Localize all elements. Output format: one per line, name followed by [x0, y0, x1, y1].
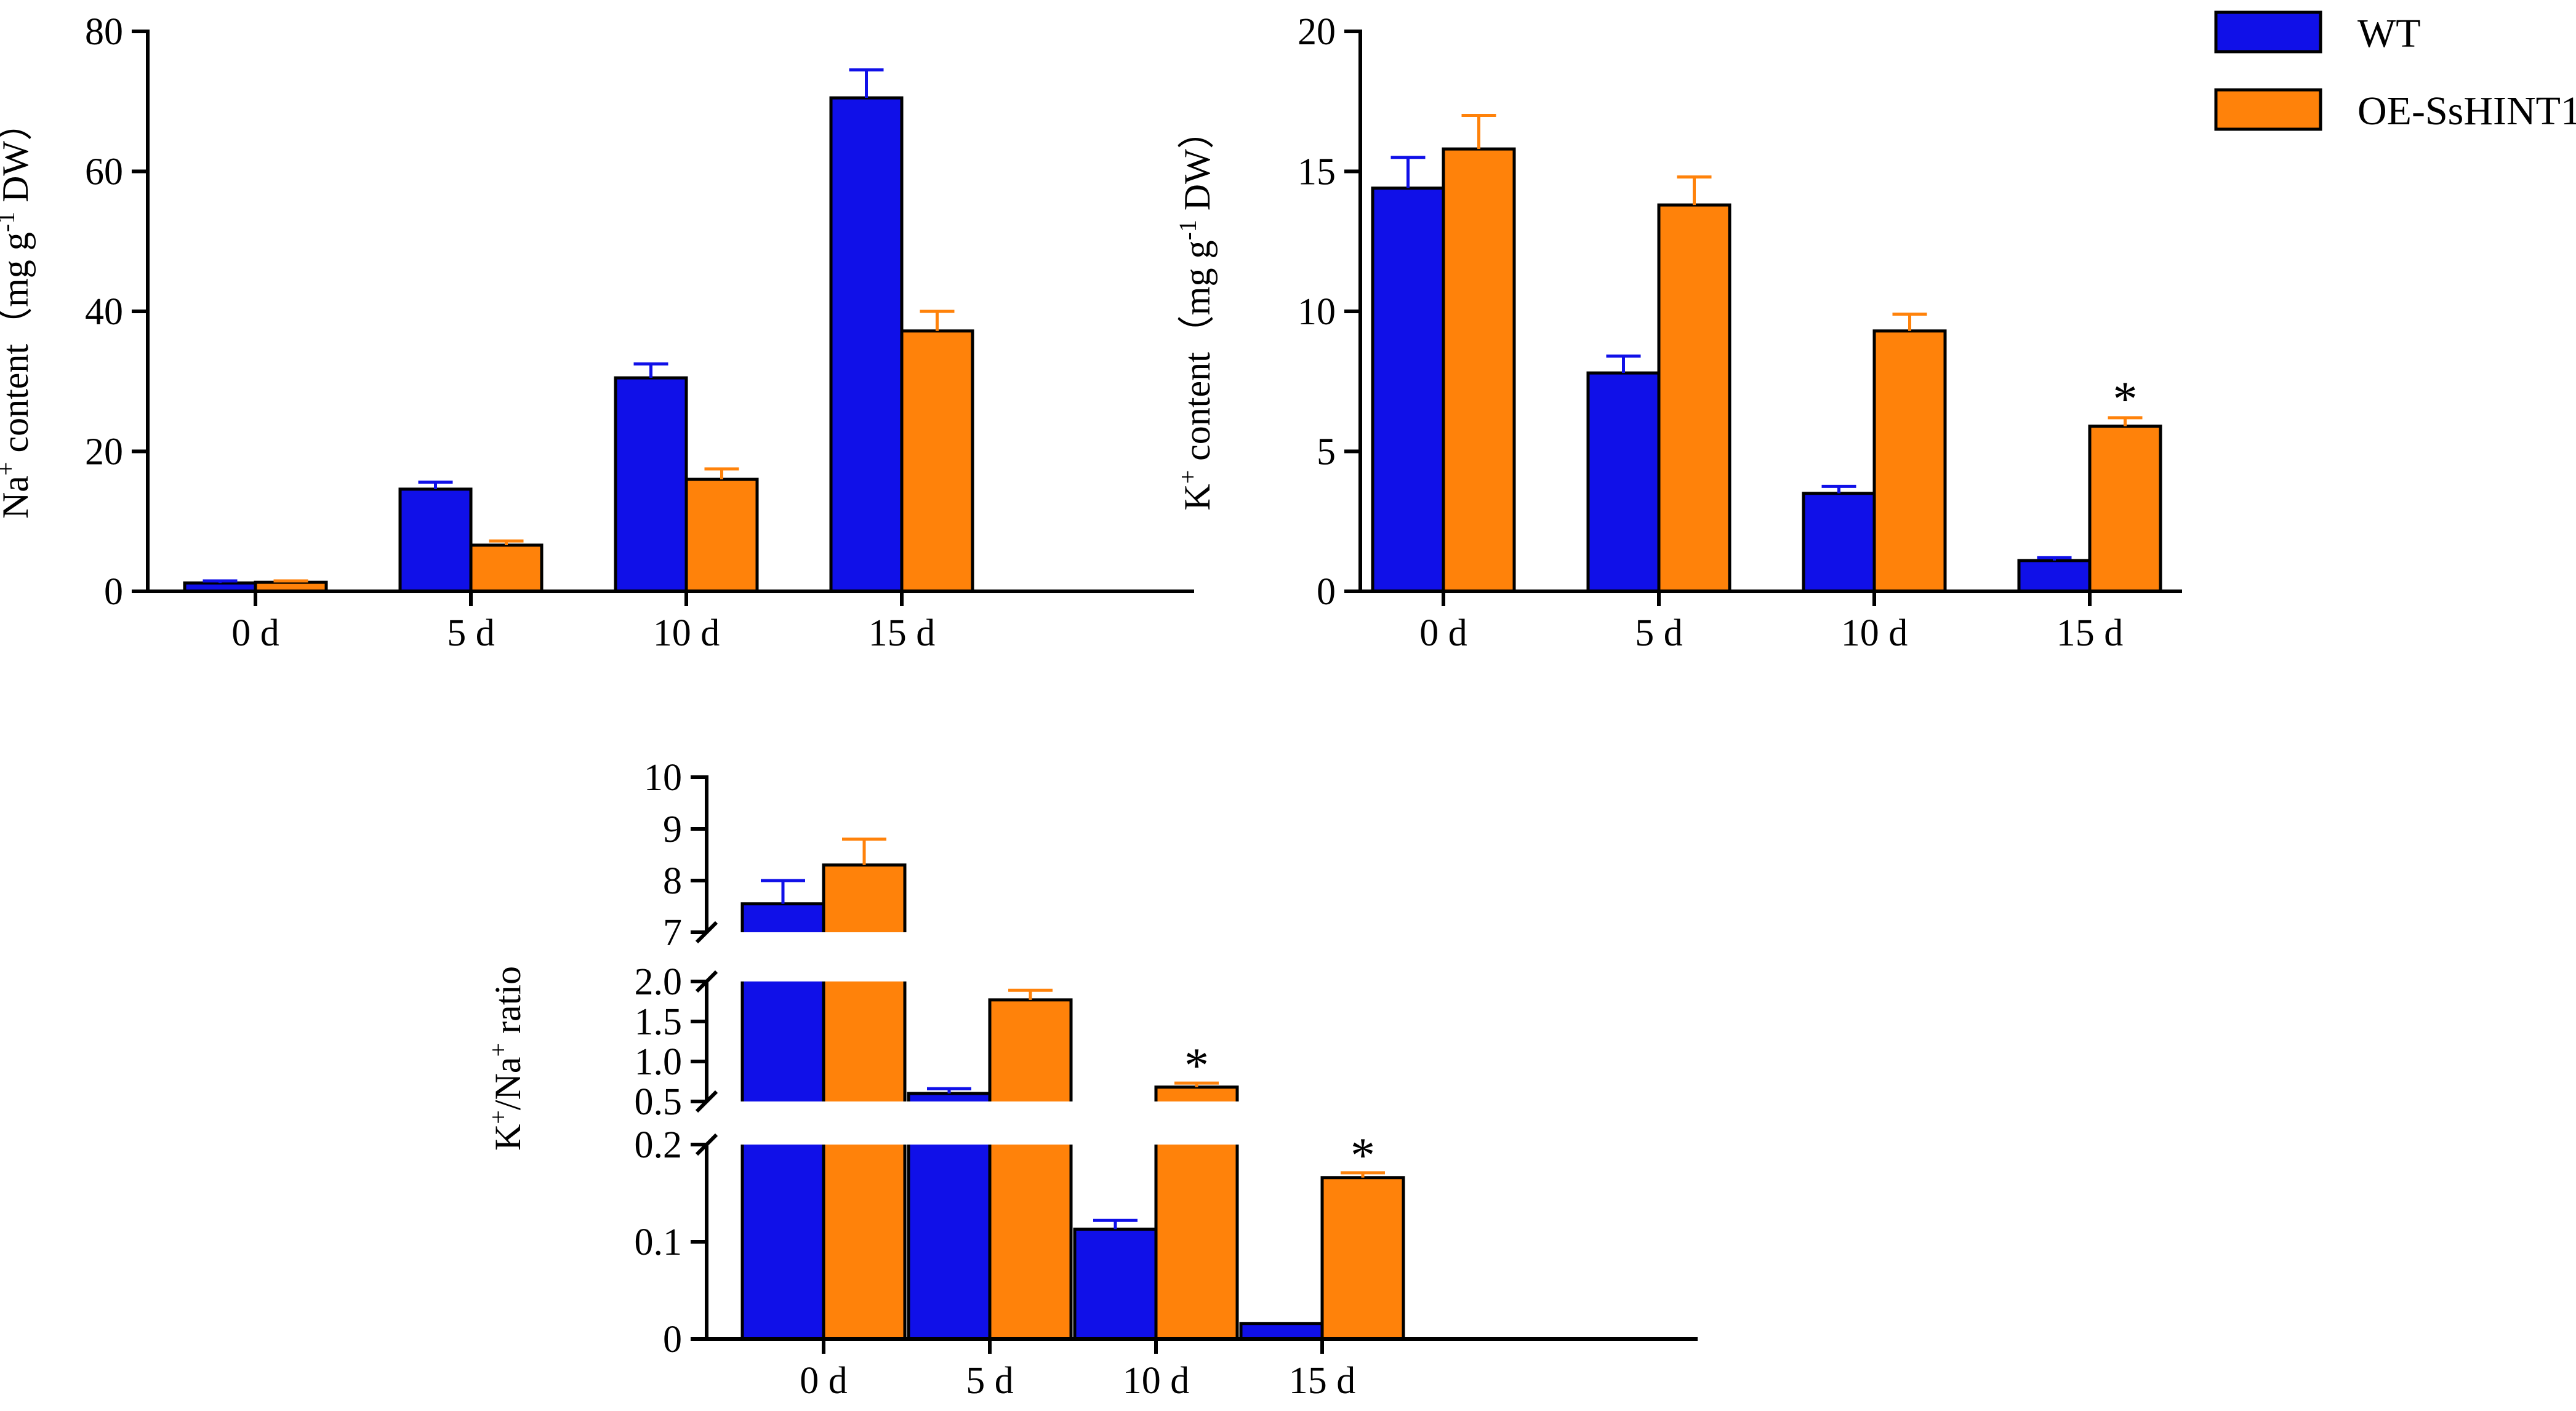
y-axis-label-main: K — [1177, 484, 1218, 510]
y-axis-label: K+/Na+ ratio — [484, 966, 529, 1151]
x-tick-label: 10 d — [1123, 1360, 1190, 1402]
bar-wt-0d-segment — [742, 981, 824, 1101]
significance-star: * — [2113, 372, 2138, 426]
y-axis-label-sup2: + — [484, 1043, 512, 1057]
bar-oe-sshint1-10d — [1872, 329, 1947, 593]
significance-star: * — [1350, 1129, 1375, 1183]
x-tick-label: 15 d — [869, 612, 936, 654]
y-axis-label-end: ratio — [488, 966, 528, 1043]
y-tick-label: 20 — [85, 431, 123, 473]
y-axis-label-sup: + — [484, 1110, 512, 1124]
y-tick-label: 10 — [644, 757, 682, 799]
bar-oe-sshint1-15d — [2088, 425, 2162, 593]
bar-oe-sshint1-10d-segment — [1156, 1087, 1237, 1101]
legend-swatch-oe — [2214, 88, 2322, 131]
bar-oe-sshint1-0d — [1442, 147, 1516, 593]
x-tick-label: 10 d — [1841, 612, 1908, 654]
x-tick-label: 0 d — [800, 1360, 848, 1402]
bar-wt-10d — [614, 376, 688, 593]
y-axis-label-rest: content（mg g — [1177, 241, 1218, 470]
y-tick-label: 1.5 — [635, 1001, 683, 1043]
legend-label-oe: OE-SsHINT1 — [2357, 89, 2576, 134]
y-tick-label: 0 — [663, 1319, 682, 1361]
y-axis-label-main: K — [488, 1124, 528, 1151]
y-tick-label: 0 — [1317, 571, 1336, 613]
x-tick-label: 10 d — [653, 612, 720, 654]
y-tick-label: 1.0 — [635, 1041, 683, 1083]
y-axis-label-main: Na — [0, 476, 36, 519]
y-axis-label-end: DW） — [0, 104, 36, 212]
legend: WT OE-SsHINT1 — [2214, 10, 2576, 134]
bar-wt-15d — [829, 96, 904, 593]
bar-wt-15d — [2017, 559, 2092, 593]
x-tick-label: 0 d — [1419, 612, 1467, 654]
bar-oe-sshint1-15d — [900, 329, 974, 593]
y-tick-label: 5 — [1317, 431, 1336, 473]
x-tick-label: 15 d — [2056, 612, 2124, 654]
x-tick-label: 0 d — [231, 612, 279, 654]
axis-break-mark — [695, 970, 718, 993]
legend-label-wt: WT — [2357, 11, 2421, 56]
y-axis-label-sup: + — [1174, 470, 1202, 484]
bar-oe-sshint1-5d — [469, 543, 544, 593]
y-axis-label-sup2: -1 — [0, 212, 20, 232]
x-tick-label: 5 d — [966, 1360, 1014, 1402]
y-tick-label: 2.0 — [635, 961, 683, 1003]
bar-oe-sshint1-5d-segment — [990, 999, 1071, 1101]
x-tick-label: 15 d — [1289, 1360, 1356, 1402]
significance-star: * — [1184, 1039, 1209, 1093]
bar-wt-5d — [1586, 371, 1661, 593]
x-tick-label: 5 d — [447, 612, 495, 654]
y-axis-label-rest: /Na — [488, 1057, 528, 1110]
bar-wt-5d-segment — [909, 1145, 990, 1339]
k-na-ratio-chart: 0 d 5 d 10 d 15 d * * 0 0.1 0.20.51.01.52.0 7 8 9 10… — [484, 757, 1698, 1402]
axis-break-mark — [695, 1090, 718, 1113]
y-tick-label: 0.5 — [635, 1081, 683, 1123]
bar-oe-sshint1-10d-segment — [1156, 1145, 1237, 1339]
y-tick-label: 10 — [1298, 291, 1336, 333]
axis-break-mark — [695, 1133, 718, 1156]
y-tick-label: 9 — [663, 809, 682, 850]
y-axis-label-sup2: -1 — [1174, 220, 1202, 240]
y-tick-label: 40 — [85, 291, 123, 333]
bar-wt-15d-segment — [1241, 1323, 1322, 1339]
axis-break-mark — [695, 921, 718, 944]
bar-wt-0d-segment — [742, 903, 824, 932]
y-axis-label-rest: content（mg g — [0, 232, 36, 462]
bar-oe-sshint1-0d-segment — [824, 1145, 905, 1339]
y-axis-label: Na+ content（mg g-1 DW） — [0, 104, 36, 519]
bar-oe-sshint1-10d — [684, 478, 759, 593]
x-tick-label: 5 d — [1635, 612, 1683, 654]
bar-wt-0d — [1371, 186, 1445, 593]
y-tick-label: 8 — [663, 860, 682, 902]
y-tick-label: 0.1 — [635, 1221, 683, 1263]
bar-oe-sshint1-5d — [1657, 203, 1731, 593]
bar-oe-sshint1-5d-segment — [990, 1145, 1071, 1339]
k-content-chart: 0 d 5 d 10 d 15 d * 0 5 10 15 20 K+ content（mg g-1… — [1174, 11, 2182, 654]
y-axis-label-end: DW） — [1177, 112, 1218, 220]
y-axis-label: K+ content（mg g-1 DW） — [1174, 112, 1218, 510]
bar-oe-sshint1-15d-segment — [1322, 1177, 1403, 1339]
bar-wt-5d — [398, 487, 473, 593]
y-tick-label: 20 — [1298, 11, 1336, 53]
y-axis-label-sup: + — [0, 462, 20, 476]
bar-oe-sshint1-0d-segment — [824, 865, 905, 932]
na-content-chart: 0 d 5 d 10 d 15 d 0 20 40 60 80 Na+ content（mg g-… — [0, 11, 1194, 654]
bar-wt-10d-segment — [1075, 1229, 1156, 1339]
y-tick-label: 0.2 — [635, 1124, 683, 1166]
bar-wt-0d-segment — [742, 1145, 824, 1339]
y-tick-label: 60 — [85, 151, 123, 193]
bar-wt-10d — [1802, 492, 1876, 593]
legend-swatch-wt — [2214, 10, 2322, 54]
y-tick-label: 7 — [663, 912, 682, 954]
y-tick-label: 0 — [104, 571, 123, 613]
y-tick-label: 15 — [1298, 151, 1336, 193]
bar-wt-5d-segment — [909, 1093, 990, 1101]
y-tick-label: 80 — [85, 11, 123, 53]
bar-oe-sshint1-0d-segment — [824, 981, 905, 1101]
